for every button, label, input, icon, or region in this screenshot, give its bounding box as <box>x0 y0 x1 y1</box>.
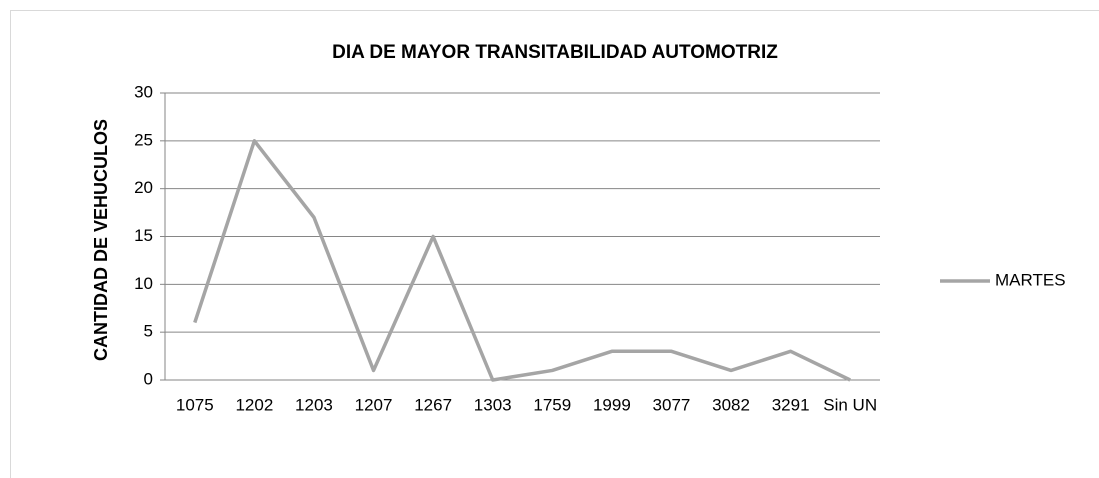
x-tick-label: 1202 <box>235 395 273 414</box>
y-tick-label: 15 <box>134 226 153 245</box>
x-tick-label: 3291 <box>772 395 810 414</box>
x-tick-label: 3077 <box>653 395 691 414</box>
x-tick-label: 1303 <box>474 395 512 414</box>
y-tick-label: 25 <box>134 130 153 149</box>
x-tick-label: 3082 <box>712 395 750 414</box>
series-line <box>193 139 851 382</box>
x-tick-label: 1759 <box>533 395 571 414</box>
x-tick-label: 1203 <box>295 395 333 414</box>
y-tick-label: 20 <box>134 178 153 197</box>
x-tick-label: 1075 <box>176 395 214 414</box>
chart-frame <box>10 10 1099 478</box>
y-axis-label: CANTIDAD DE VEHUCULOS <box>91 119 111 361</box>
y-tick-label: 10 <box>134 274 153 293</box>
y-tick-label: 0 <box>144 369 153 388</box>
x-tick-label: 1207 <box>355 395 393 414</box>
x-tick-label: Sin UN <box>823 395 877 414</box>
legend-label: MARTES <box>995 270 1066 289</box>
y-tick-label: 30 <box>134 82 153 101</box>
x-tick-label: 1267 <box>414 395 452 414</box>
x-tick-label: 1999 <box>593 395 631 414</box>
chart-title: DIA DE MAYOR TRANSITABILIDAD AUTOMOTRIZ <box>332 42 778 63</box>
y-tick-label: 5 <box>144 322 153 341</box>
